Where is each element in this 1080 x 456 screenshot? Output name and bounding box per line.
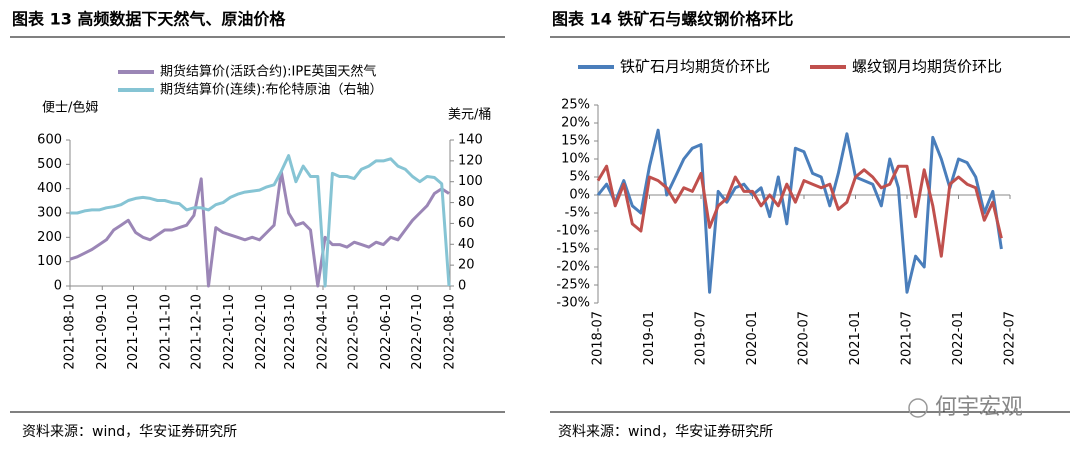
y2-tick-label: 120: [458, 153, 483, 168]
x-tick-label: 2021-11-10: [158, 294, 173, 370]
y2-tick-label: 140: [458, 133, 483, 148]
x-tick-label: 2022-04-10: [315, 294, 330, 370]
series-line: [596, 164, 1003, 258]
series-line: [69, 170, 450, 288]
x-tick-label: 2021-09-10: [95, 294, 110, 370]
y-tick-label: 20%: [561, 116, 590, 131]
y-axis-label: 便士/色姆: [42, 100, 98, 116]
y-tick-label: -15%: [556, 242, 590, 257]
y-tick-label: -25%: [556, 278, 590, 293]
source-note: 资料来源：wind，华安证券研究所: [558, 424, 773, 440]
x-tick-label: 2022-07: [1003, 311, 1018, 365]
x-tick-label: 2022-01: [951, 311, 966, 365]
x-tick-label: 2022-02-10: [254, 294, 269, 370]
series-line: [596, 128, 1003, 294]
legend-label: 螺纹钢月均期货价环比: [852, 58, 1002, 76]
x-tick-label: 2022-01-10: [222, 294, 237, 370]
x-tick-label: 2021-07: [900, 311, 915, 365]
y-tick-label: 10%: [561, 152, 590, 167]
x-tick-label: 2022-03-10: [283, 294, 298, 370]
y2-tick-label: 20: [458, 258, 475, 273]
y-tick-label: 0: [54, 279, 62, 294]
x-tick-label: 2019-01: [642, 311, 657, 365]
y-tick-label: 25%: [561, 98, 590, 113]
watermark-icon: [908, 398, 928, 418]
y2-tick-label: 80: [458, 195, 475, 210]
legend-label: 铁矿石月均期货价环比: [620, 58, 770, 76]
x-tick-label: 2022-06-10: [379, 294, 394, 370]
y-tick-label: 100: [37, 254, 62, 269]
series-line: [70, 154, 451, 288]
y-tick-label: 0%: [569, 188, 590, 203]
y-tick-label: -20%: [556, 260, 590, 275]
x-tick-label: 2021-08-10: [63, 294, 78, 370]
y-tick-label: 200: [37, 230, 62, 245]
y-tick-label: 500: [37, 157, 62, 172]
y-tick-label: 15%: [561, 134, 590, 149]
y2-axis-label: 美元/桶: [448, 108, 491, 123]
y2-tick-label: 60: [458, 216, 475, 231]
x-tick-label: 2019-07: [694, 311, 709, 365]
y2-tick-label: 0: [458, 279, 466, 294]
y-tick-label: 400: [37, 181, 62, 196]
y-tick-label: -30%: [556, 296, 590, 311]
y-tick-label: 300: [37, 206, 62, 221]
x-tick-label: 2021-12-10: [190, 294, 205, 370]
x-tick-label: 2022-08-10: [443, 294, 458, 370]
x-tick-label: 2021-01: [848, 311, 863, 365]
x-tick-label: 2020-01: [745, 311, 760, 365]
x-tick-label: 2018-07: [591, 311, 606, 365]
y-tick-label: 600: [37, 133, 62, 148]
legend-label: 期货结算价(连续):布伦特原油（右轴）: [160, 82, 383, 98]
x-tick-label: 2022-07-10: [410, 294, 425, 370]
x-tick-label: 2021-10-10: [126, 294, 141, 370]
chart-title: 图表 14 铁矿石与螺纹钢价格环比: [552, 10, 793, 29]
watermark: 何宇宏观: [935, 395, 1023, 420]
x-tick-label: 2020-07: [797, 311, 812, 365]
y-tick-label: -5%: [565, 206, 590, 221]
y2-tick-label: 100: [458, 174, 483, 189]
legend-label: 期货结算价(活跃合约):IPE英国天然气: [160, 64, 376, 80]
chart-title: 图表 13 高频数据下天然气、原油价格: [12, 10, 286, 29]
x-tick-label: 2022-05-10: [347, 294, 362, 370]
y-tick-label: -10%: [556, 224, 590, 239]
y-tick-label: 5%: [569, 170, 590, 185]
source-note: 资料来源：wind，华安证券研究所: [22, 424, 237, 440]
y2-tick-label: 40: [458, 237, 475, 252]
